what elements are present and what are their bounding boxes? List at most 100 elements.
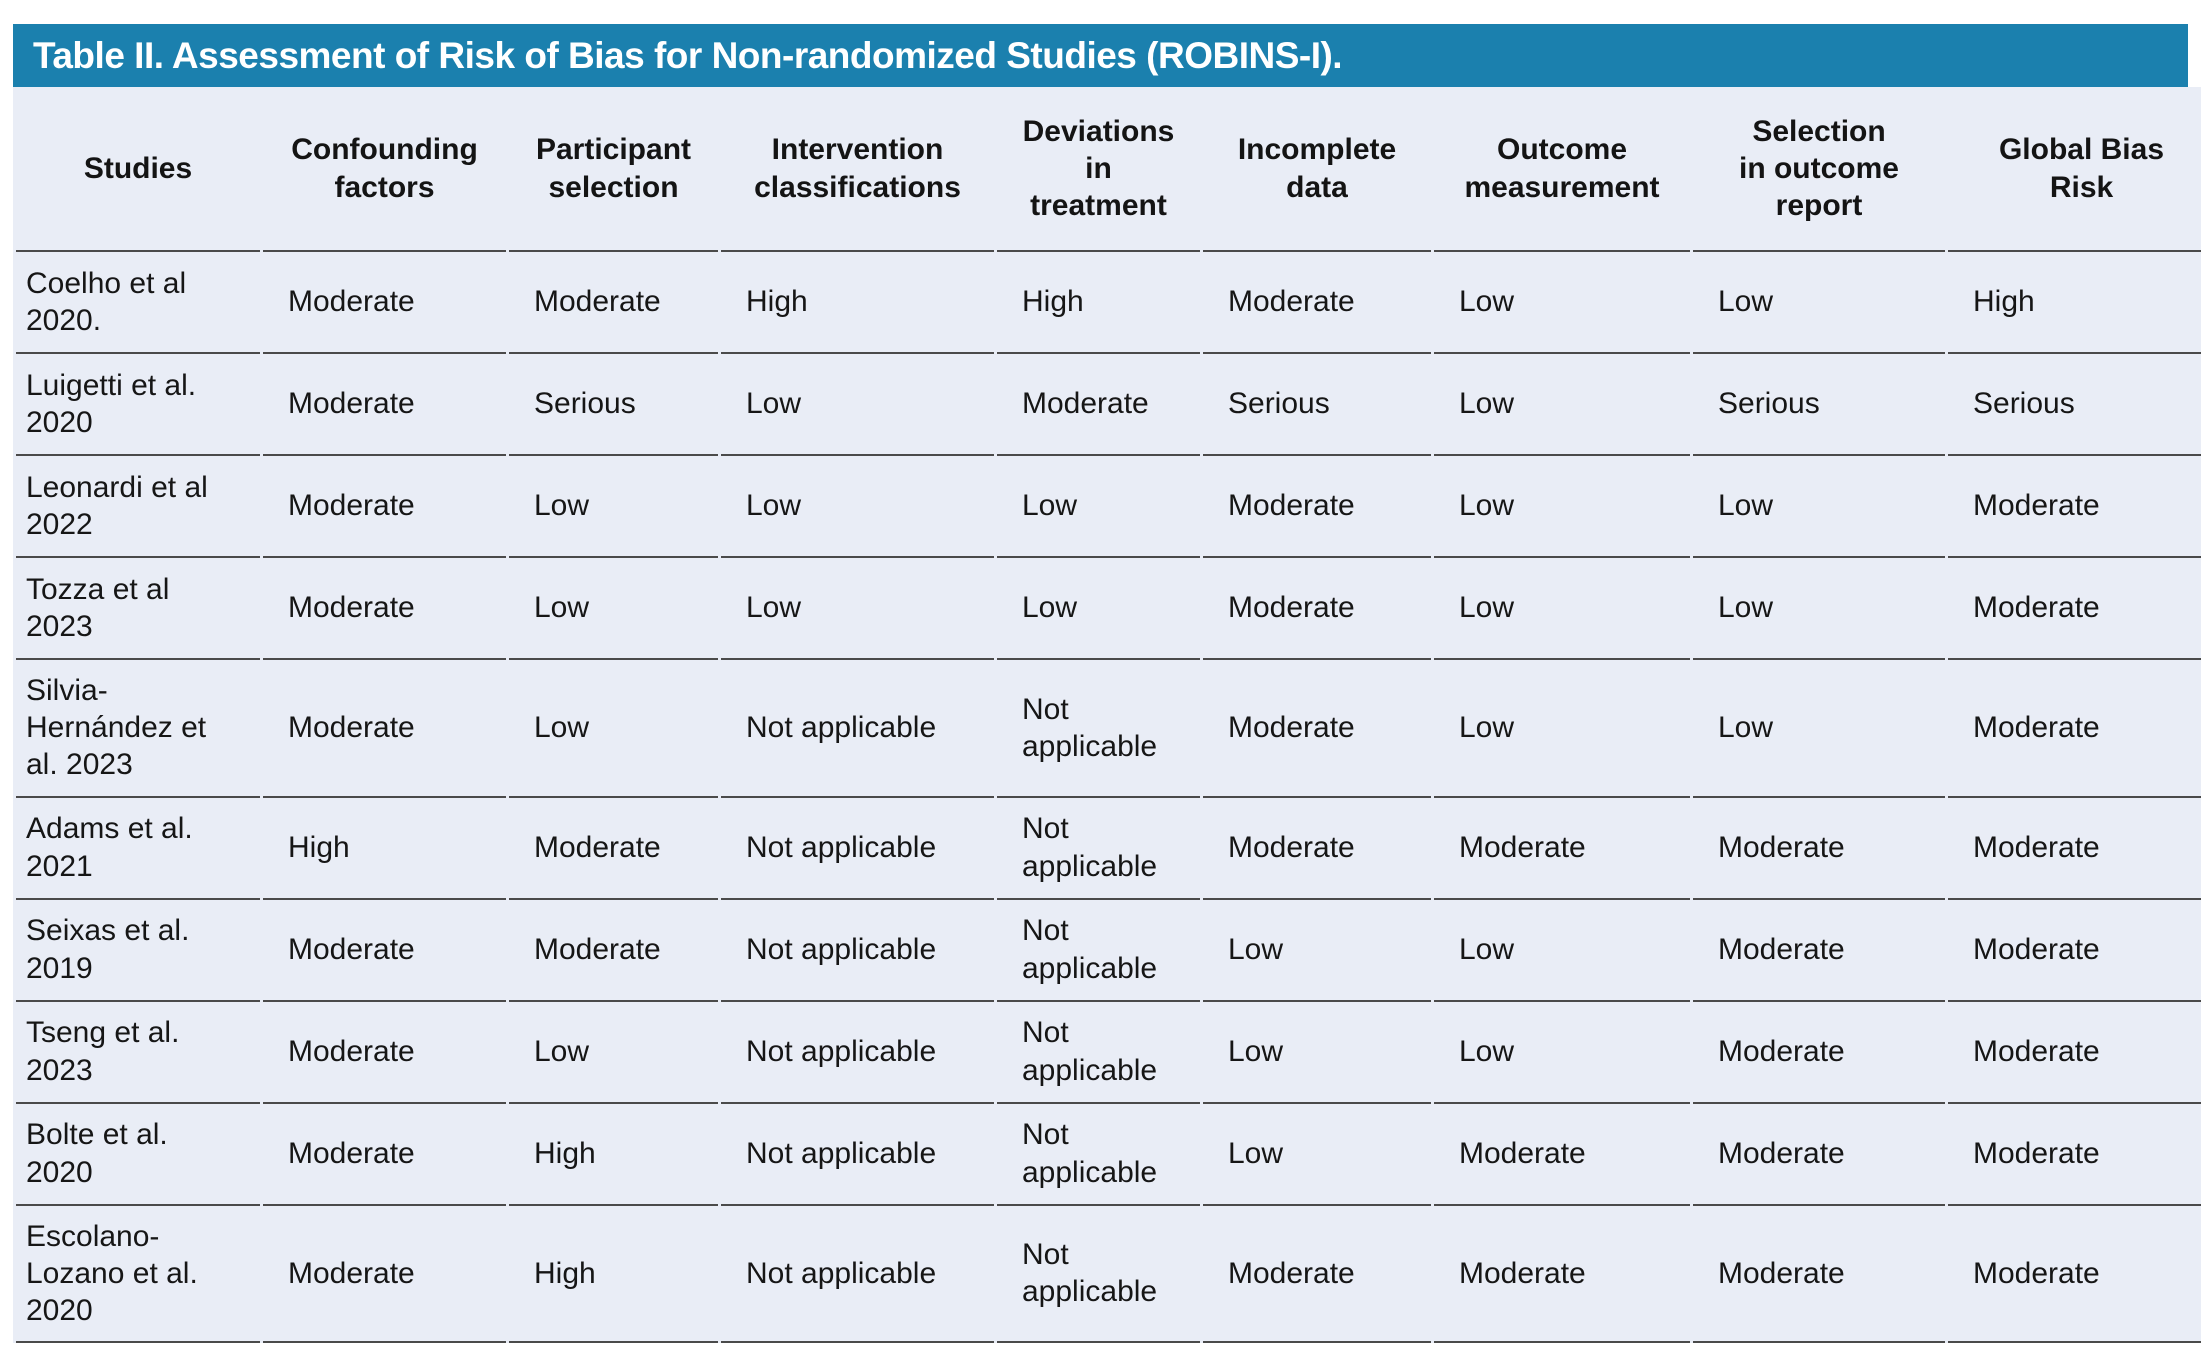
risk-cell: Low (1203, 1002, 1431, 1104)
study-cell: Leonardi et al 2022 (16, 456, 260, 558)
table-row: Luigetti et al. 2020 Moderate Serious Lo… (16, 354, 2201, 456)
risk-cell: Not applicable (997, 1104, 1200, 1206)
risk-cell: Moderate (1203, 252, 1431, 354)
risk-cell: Not applicable (997, 660, 1200, 798)
risk-cell: Moderate (1434, 798, 1690, 900)
column-header-outcome-measurement: Outcome measurement (1434, 87, 1690, 252)
column-header-global-bias-risk: Global Bias Risk (1948, 87, 2201, 252)
header-row: Studies Confounding factors Participant … (16, 87, 2201, 252)
risk-cell: Moderate (1203, 558, 1431, 660)
risk-cell: Low (1693, 660, 1945, 798)
risk-cell: Moderate (1948, 1104, 2201, 1206)
risk-cell: Not applicable (721, 1002, 994, 1104)
risk-cell: Low (721, 558, 994, 660)
risk-cell: Low (1203, 1104, 1431, 1206)
risk-cell: Low (509, 558, 718, 660)
risk-cell: Low (1434, 660, 1690, 798)
risk-cell: Serious (1203, 354, 1431, 456)
risk-cell: Moderate (1693, 1002, 1945, 1104)
study-cell: Luigetti et al. 2020 (16, 354, 260, 456)
risk-cell: Not applicable (721, 660, 994, 798)
risk-cell: Low (509, 660, 718, 798)
risk-cell: Moderate (997, 354, 1200, 456)
table-row: Tseng et al. 2023 Moderate Low Not appli… (16, 1002, 2201, 1104)
column-header-selection-in-outcome-report: Selection in outcome report (1693, 87, 1945, 252)
risk-cell: Not applicable (721, 1104, 994, 1206)
table-row: Tozza et al 2023 Moderate Low Low Low Mo… (16, 558, 2201, 660)
risk-cell: Low (1434, 900, 1690, 1002)
table-title: Table II. Assessment of Risk of Bias for… (33, 34, 1343, 76)
risk-cell: Moderate (1434, 1104, 1690, 1206)
risk-cell: Moderate (1203, 798, 1431, 900)
column-header-incomplete-data: Incomplete data (1203, 87, 1431, 252)
risk-cell: Moderate (1948, 1002, 2201, 1104)
risk-cell: Moderate (263, 900, 506, 1002)
risk-cell: Not applicable (997, 1002, 1200, 1104)
study-cell: Silvia- Hernández et al. 2023 (16, 660, 260, 798)
risk-cell: Low (721, 354, 994, 456)
risk-cell: Moderate (263, 1206, 506, 1344)
risk-cell: Moderate (509, 900, 718, 1002)
risk-cell: Low (1434, 1002, 1690, 1104)
study-cell: Coelho et al 2020. (16, 252, 260, 354)
column-header-deviations-in-treatment: Deviations in treatment (997, 87, 1200, 252)
study-cell: Adams et al. 2021 (16, 798, 260, 900)
table-header: Studies Confounding factors Participant … (16, 87, 2201, 252)
risk-cell: Not applicable (997, 798, 1200, 900)
risk-cell: Serious (1693, 354, 1945, 456)
risk-cell: Moderate (1948, 1206, 2201, 1344)
study-cell: Tozza et al 2023 (16, 558, 260, 660)
table-row: Escolano- Lozano et al. 2020 Moderate Hi… (16, 1206, 2201, 1344)
table-row: Seixas et al. 2019 Moderate Moderate Not… (16, 900, 2201, 1002)
risk-cell: High (997, 252, 1200, 354)
risk-cell: Moderate (263, 456, 506, 558)
column-header-participant-selection: Participant selection (509, 87, 718, 252)
table-row: Adams et al. 2021 High Moderate Not appl… (16, 798, 2201, 900)
column-header-confounding-factors: Confounding factors (263, 87, 506, 252)
table-row: Silvia- Hernández et al. 2023 Moderate L… (16, 660, 2201, 798)
column-header-studies: Studies (16, 87, 260, 252)
table-title-bar: Table II. Assessment of Risk of Bias for… (13, 24, 2188, 87)
study-cell: Seixas et al. 2019 (16, 900, 260, 1002)
risk-cell: Moderate (1203, 660, 1431, 798)
risk-cell: Moderate (509, 798, 718, 900)
risk-cell: Low (997, 558, 1200, 660)
risk-cell: Moderate (1693, 1206, 1945, 1344)
table-row: Coelho et al 2020. Moderate Moderate Hig… (16, 252, 2201, 354)
risk-cell: Low (509, 1002, 718, 1104)
risk-cell: High (509, 1206, 718, 1344)
risk-cell: Moderate (263, 1002, 506, 1104)
risk-cell: Moderate (1948, 660, 2201, 798)
risk-cell: Low (1203, 900, 1431, 1002)
risk-cell: Not applicable (997, 900, 1200, 1002)
risk-cell: Low (1434, 354, 1690, 456)
risk-cell: Low (1434, 456, 1690, 558)
risk-cell: Low (1434, 252, 1690, 354)
risk-cell: Moderate (1693, 1104, 1945, 1206)
table-row: Leonardi et al 2022 Moderate Low Low Low… (16, 456, 2201, 558)
risk-cell: Moderate (1203, 456, 1431, 558)
risk-cell: Moderate (263, 354, 506, 456)
robins-risk-of-bias-table: Studies Confounding factors Participant … (13, 87, 2201, 1344)
risk-cell: Moderate (1434, 1206, 1690, 1344)
risk-cell: Serious (509, 354, 718, 456)
risk-cell: Not applicable (721, 798, 994, 900)
study-cell: Tseng et al. 2023 (16, 1002, 260, 1104)
risk-cell: Low (509, 456, 718, 558)
risk-cell: High (509, 1104, 718, 1206)
risk-cell: High (1948, 252, 2201, 354)
risk-cell: High (263, 798, 506, 900)
risk-cell: High (721, 252, 994, 354)
risk-cell: Moderate (263, 660, 506, 798)
risk-cell: Low (721, 456, 994, 558)
column-header-intervention-classifications: Intervention classifications (721, 87, 994, 252)
risk-cell: Moderate (1948, 456, 2201, 558)
risk-cell: Moderate (1693, 900, 1945, 1002)
risk-cell: Moderate (1693, 798, 1945, 900)
risk-cell: Low (997, 456, 1200, 558)
study-cell: Escolano- Lozano et al. 2020 (16, 1206, 260, 1344)
risk-cell: Serious (1948, 354, 2201, 456)
risk-cell: Moderate (509, 252, 718, 354)
risk-cell: Not applicable (721, 1206, 994, 1344)
